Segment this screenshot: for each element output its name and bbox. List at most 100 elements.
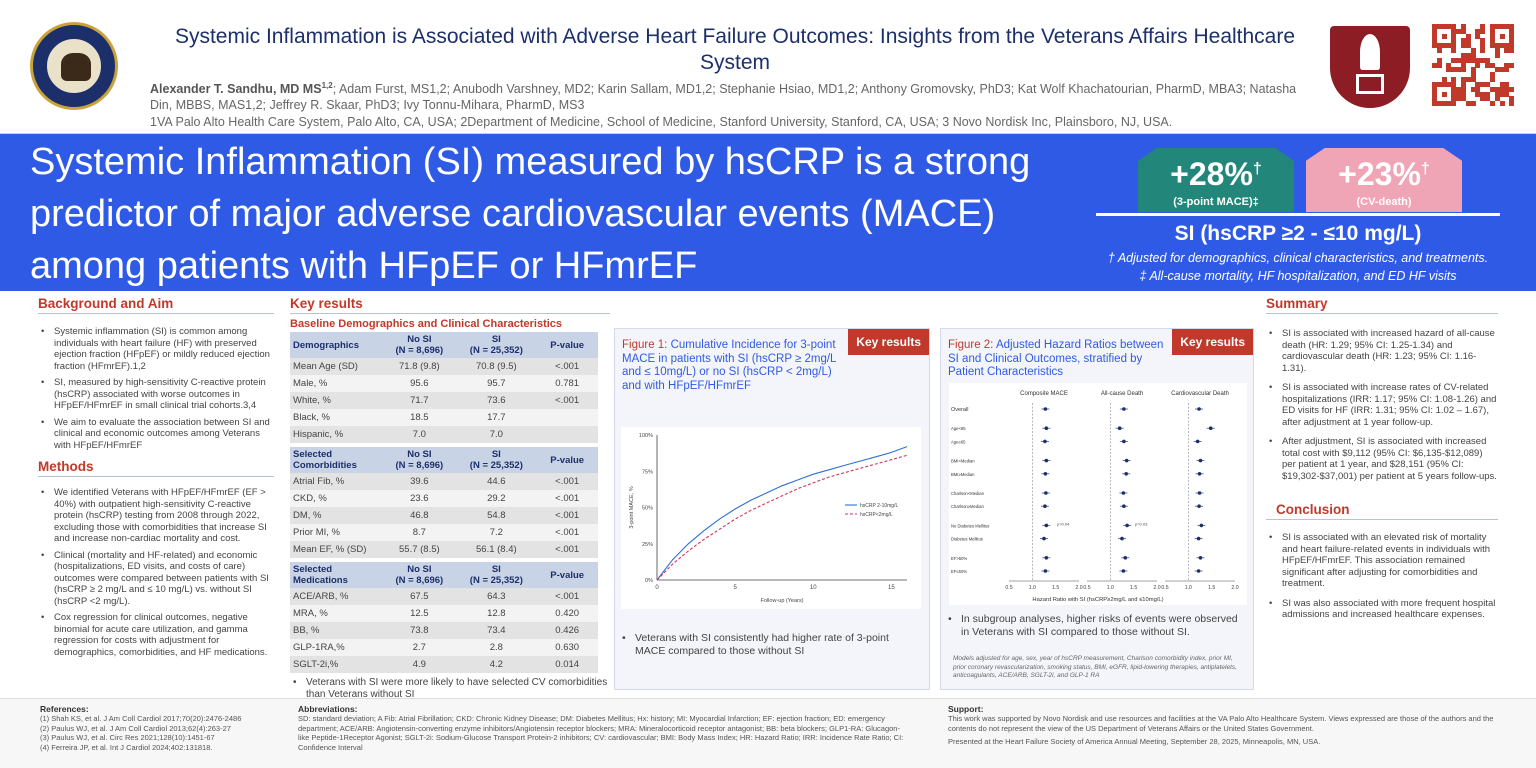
baseline-table: Selected Comorbidities No SI (N = 8,696) S… xyxy=(290,447,598,558)
table-cell: <.001 xyxy=(536,358,598,375)
qr-module xyxy=(1509,38,1515,44)
table-cell: 0.420 xyxy=(536,605,598,622)
right-column: Summary SI is associated with increased … xyxy=(1266,296,1498,626)
table-cell: DM, % xyxy=(290,507,383,524)
va-seal-logo xyxy=(30,22,118,110)
table-cell: <.001 xyxy=(536,541,598,558)
list-item: Veterans with SI were more likely to hav… xyxy=(290,677,610,701)
table-cell: <.001 xyxy=(536,490,598,507)
subgroup-label: BMI<Median xyxy=(951,459,975,464)
figure1-panel: Key results Figure 1: Cumulative Inciden… xyxy=(614,328,930,690)
estimate-point xyxy=(1197,407,1201,411)
table-cell: 0.630 xyxy=(536,639,598,656)
qr-module xyxy=(1485,62,1491,68)
qr-module xyxy=(1451,91,1457,97)
y-tick-label: 50% xyxy=(642,506,653,512)
table-cell: MRA, % xyxy=(290,605,383,622)
figure2-footnote: Models adjusted for age, sex, year of hs… xyxy=(953,655,1237,679)
figure2-caption: Adjusted Hazard Ratios between SI and Cl… xyxy=(948,339,1164,378)
qr-module xyxy=(1499,91,1505,97)
table-cell: 46.8 xyxy=(382,507,457,524)
mace-badge-label: (3-point MACE)‡ xyxy=(1173,196,1259,208)
qr-module xyxy=(1489,72,1495,78)
series-line-2 xyxy=(656,454,908,581)
qr-module xyxy=(1475,33,1481,39)
qr-module xyxy=(1460,91,1466,97)
table-cell: Atrial Fib, % xyxy=(290,473,383,490)
estimate-point xyxy=(1122,504,1126,508)
panel-title: Composite MACE xyxy=(1020,391,1068,397)
legend-label: hsCRP 2-10mg/L xyxy=(860,503,898,509)
forest-plot: Overall Age<65 Age≥65 BMI<Median BMI≥Median C… xyxy=(951,391,1239,603)
figure2-badge: Key results xyxy=(1172,329,1253,355)
table-cell: 0.426 xyxy=(536,622,598,639)
subgroup-label: No Diabetes Mellitus xyxy=(951,523,989,528)
table-cell: <.001 xyxy=(536,588,598,605)
qr-module xyxy=(1446,62,1452,68)
qr-module xyxy=(1504,43,1510,49)
estimate-point xyxy=(1198,556,1203,560)
qr-code[interactable] xyxy=(1432,24,1515,107)
qr-module xyxy=(1456,91,1462,97)
list-item: Veterans with SI consistently had higher… xyxy=(619,632,919,658)
references: References: (1) Shah KS, et al. J Am Col… xyxy=(40,704,280,752)
estimate-point xyxy=(1043,569,1048,573)
table-cell: CKD, % xyxy=(290,490,383,507)
qr-module xyxy=(1509,28,1515,34)
table-cell: 18.5 xyxy=(382,409,457,426)
table-row: Black, % 18.5 17.7 xyxy=(290,409,598,426)
qr-module xyxy=(1441,91,1447,97)
estimate-point xyxy=(1043,504,1047,508)
estimate-point xyxy=(1044,426,1049,430)
estimate-point xyxy=(1197,472,1202,476)
qr-module xyxy=(1451,57,1457,63)
table-cell: 73.4 xyxy=(456,622,537,639)
table-cell: Black, % xyxy=(290,409,383,426)
qr-module xyxy=(1509,62,1515,68)
qr-module xyxy=(1456,67,1462,73)
cv-death-badge-value: +23% xyxy=(1338,156,1421,192)
list-item: SI is associated with an elevated risk o… xyxy=(1266,532,1498,590)
table-header-cell: SI (N = 25,352) xyxy=(456,332,537,358)
table-row: ACE/ARB, % 67.5 64.3 <.001 xyxy=(290,588,598,605)
table-header-cell: No SI (N = 8,696) xyxy=(382,332,457,358)
abbreviations: Abbreviations: SD: standard deviation; A… xyxy=(298,704,910,752)
qr-module xyxy=(1451,48,1457,54)
key-results-column: Key results Baseline Demographics and Cl… xyxy=(290,296,610,706)
estimate-point xyxy=(1197,491,1202,495)
qr-module xyxy=(1460,96,1466,102)
qr-module xyxy=(1456,96,1462,102)
qr-module xyxy=(1432,62,1437,68)
qr-module xyxy=(1494,48,1500,54)
qr-module xyxy=(1465,33,1471,39)
estimate-point xyxy=(1196,569,1201,573)
qr-module xyxy=(1475,28,1481,34)
interaction-p-label: p=0.04 xyxy=(1057,521,1070,526)
qr-module xyxy=(1480,91,1486,97)
subgroup-label: BMI≥Median xyxy=(951,472,975,477)
qr-module xyxy=(1460,86,1466,92)
table-cell xyxy=(536,409,598,426)
qr-module xyxy=(1432,96,1437,102)
qr-module xyxy=(1451,101,1457,107)
list-item: After adjustment, SI is associated with … xyxy=(1266,436,1498,482)
figure2-panel: Key results Figure 2: Adjusted Hazard Ra… xyxy=(940,328,1254,690)
reference-item: (4) Ferreira JP, et al. Int J Cardiol 20… xyxy=(40,742,213,752)
estimate-point xyxy=(1042,536,1046,541)
qr-module xyxy=(1456,57,1462,63)
x-tick-label: 1.0 xyxy=(1029,585,1036,591)
figure2-label: Figure 2: xyxy=(948,339,994,351)
support: Support: This work was supported by Novo… xyxy=(948,704,1498,747)
qr-module xyxy=(1509,43,1515,49)
qr-module xyxy=(1494,24,1500,29)
stanford-medicine-logo xyxy=(1330,26,1410,108)
table-cell: 0.781 xyxy=(536,375,598,392)
baseline-table: Demographics No SI (N = 8,696) SI (N = 25,… xyxy=(290,332,598,443)
table-cell: 73.6 xyxy=(456,392,537,409)
subgroup-label: Overall xyxy=(951,407,968,413)
table-cell: 39.6 xyxy=(382,473,457,490)
poster-footer: References: (1) Shah KS, et al. J Am Col… xyxy=(0,698,1536,768)
qr-module xyxy=(1441,33,1447,39)
qr-module xyxy=(1460,62,1466,68)
list-item: Systemic inflammation (SI) is common amo… xyxy=(38,326,274,372)
